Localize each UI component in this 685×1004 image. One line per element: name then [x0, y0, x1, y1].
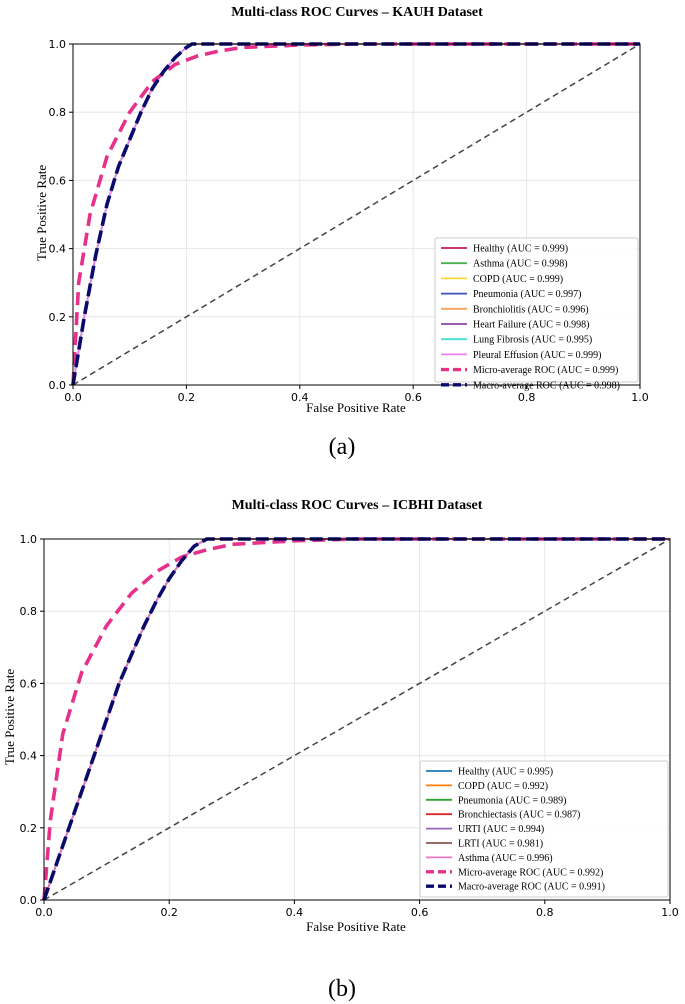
legend-entry: LRTI (AUC = 0.981) — [458, 839, 543, 850]
legend-box — [434, 237, 639, 383]
y-tick-label: 1.0 — [20, 533, 38, 546]
x-tick-label: 0.0 — [35, 906, 53, 919]
plot-frame — [43, 538, 671, 901]
x-tick-label: 0.2 — [160, 906, 178, 919]
chart-title: Multi-class ROC Curves – KAUH Dataset — [231, 5, 483, 20]
x-tick-label: 0.6 — [404, 391, 422, 404]
x-tick-label: 1.0 — [661, 906, 679, 919]
y-axis-label: True Positive Rate — [2, 669, 17, 766]
x-axis-label: False Positive Rate — [306, 919, 406, 934]
chance-diagonal-line — [43, 538, 671, 901]
y-axis-label: True Positive Rate — [34, 165, 49, 262]
x-tick-label: 0.4 — [286, 906, 304, 919]
subfigure-caption: (b) — [328, 976, 356, 1002]
legend-entry: Pneumonia (AUC = 0.997) — [473, 289, 581, 300]
y-tick-label: 0.6 — [20, 677, 38, 690]
macro-average-roc-line — [71, 42, 640, 386]
roc-chart-icbhi: Multi-class ROC Curves – ICBHI Dataset 0… — [2, 498, 679, 1002]
legend-entry: COPD (AUC = 0.992) — [458, 781, 548, 792]
chance-diagonal-line — [72, 43, 641, 386]
tick-labels: 0.0 0.2 0.4 0.6 0.8 1.0 0.0 0.2 0.4 0.6 0.8 1.0 — [49, 38, 649, 404]
x-tick-label: 1.0 — [631, 391, 649, 404]
legend-entry: COPD (AUC = 0.999) — [473, 274, 563, 285]
legend-entry: Heart Failure (AUC = 0.998) — [473, 320, 589, 331]
y-tick-label: 0.0 — [20, 894, 38, 907]
legend: Healthy (AUC = 0.999) Asthma (AUC = 0.998… — [434, 237, 639, 391]
legend-entry: Micro-average ROC (AUC = 0.999) — [473, 365, 618, 376]
tick-labels: 0.0 0.2 0.4 0.6 0.8 1.0 0.0 0.2 0.4 0.6 0.8 1.0 — [20, 533, 679, 919]
curves — [42, 537, 671, 901]
plot-frame — [72, 43, 641, 386]
y-tick-label: 0.6 — [49, 174, 67, 187]
chart-title: Multi-class ROC Curves – ICBHI Dataset — [232, 498, 483, 513]
y-tick-label: 0.4 — [49, 243, 67, 256]
legend-entry: Macro-average ROC (AUC = 0.998) — [473, 380, 620, 391]
legend-box — [419, 760, 669, 898]
y-tick-label: 0.8 — [20, 605, 38, 618]
macro-average-roc-line — [42, 537, 670, 901]
curves — [71, 42, 641, 386]
roc-chart-kauh: Multi-class ROC Curves – KAUH Dataset 0.… — [34, 5, 649, 460]
legend-entry: Macro-average ROC (AUC = 0.991) — [458, 882, 605, 893]
y-tick-label: 0.0 — [49, 379, 67, 392]
x-tick-label: 0.2 — [178, 391, 196, 404]
x-tick-label: 0.0 — [64, 391, 82, 404]
x-tick-label: 0.6 — [411, 906, 429, 919]
subfigure-caption: (a) — [329, 434, 356, 460]
x-tick-label: 0.8 — [518, 391, 536, 404]
y-tick-label: 0.8 — [49, 106, 67, 119]
y-tick-label: 0.2 — [20, 822, 38, 835]
y-tick-label: 1.0 — [49, 38, 67, 51]
legend-entry: Lung Fibrosis (AUC = 0.995) — [473, 335, 592, 346]
y-tick-label: 0.4 — [20, 750, 38, 763]
legend-entry: Pleural Effusion (AUC = 0.999) — [473, 350, 602, 361]
legend: Healthy (AUC = 0.995) COPD (AUC = 0.992) P… — [419, 760, 669, 898]
micro-average-roc-line — [71, 42, 640, 386]
legend-entry: Healthy (AUC = 0.995) — [458, 767, 553, 778]
x-tick-label: 0.8 — [536, 906, 554, 919]
legend-entry: Asthma (AUC = 0.998) — [473, 259, 568, 270]
legend-entry: Healthy (AUC = 0.999) — [473, 244, 568, 255]
legend-entry: URTI (AUC = 0.994) — [458, 824, 544, 835]
x-tick-label: 0.4 — [291, 391, 309, 404]
y-tick-label: 0.2 — [49, 311, 67, 324]
legend-entry: Pneumonia (AUC = 0.989) — [458, 795, 566, 806]
x-axis-label: False Positive Rate — [306, 400, 406, 415]
legend-entry: Micro-average ROC (AUC = 0.992) — [458, 867, 603, 878]
legend-entry: Asthma (AUC = 0.996) — [458, 853, 553, 864]
legend-entry: Bronchiectasis (AUC = 0.987) — [458, 810, 580, 821]
legend-entry: Bronchiolitis (AUC = 0.996) — [473, 304, 589, 315]
